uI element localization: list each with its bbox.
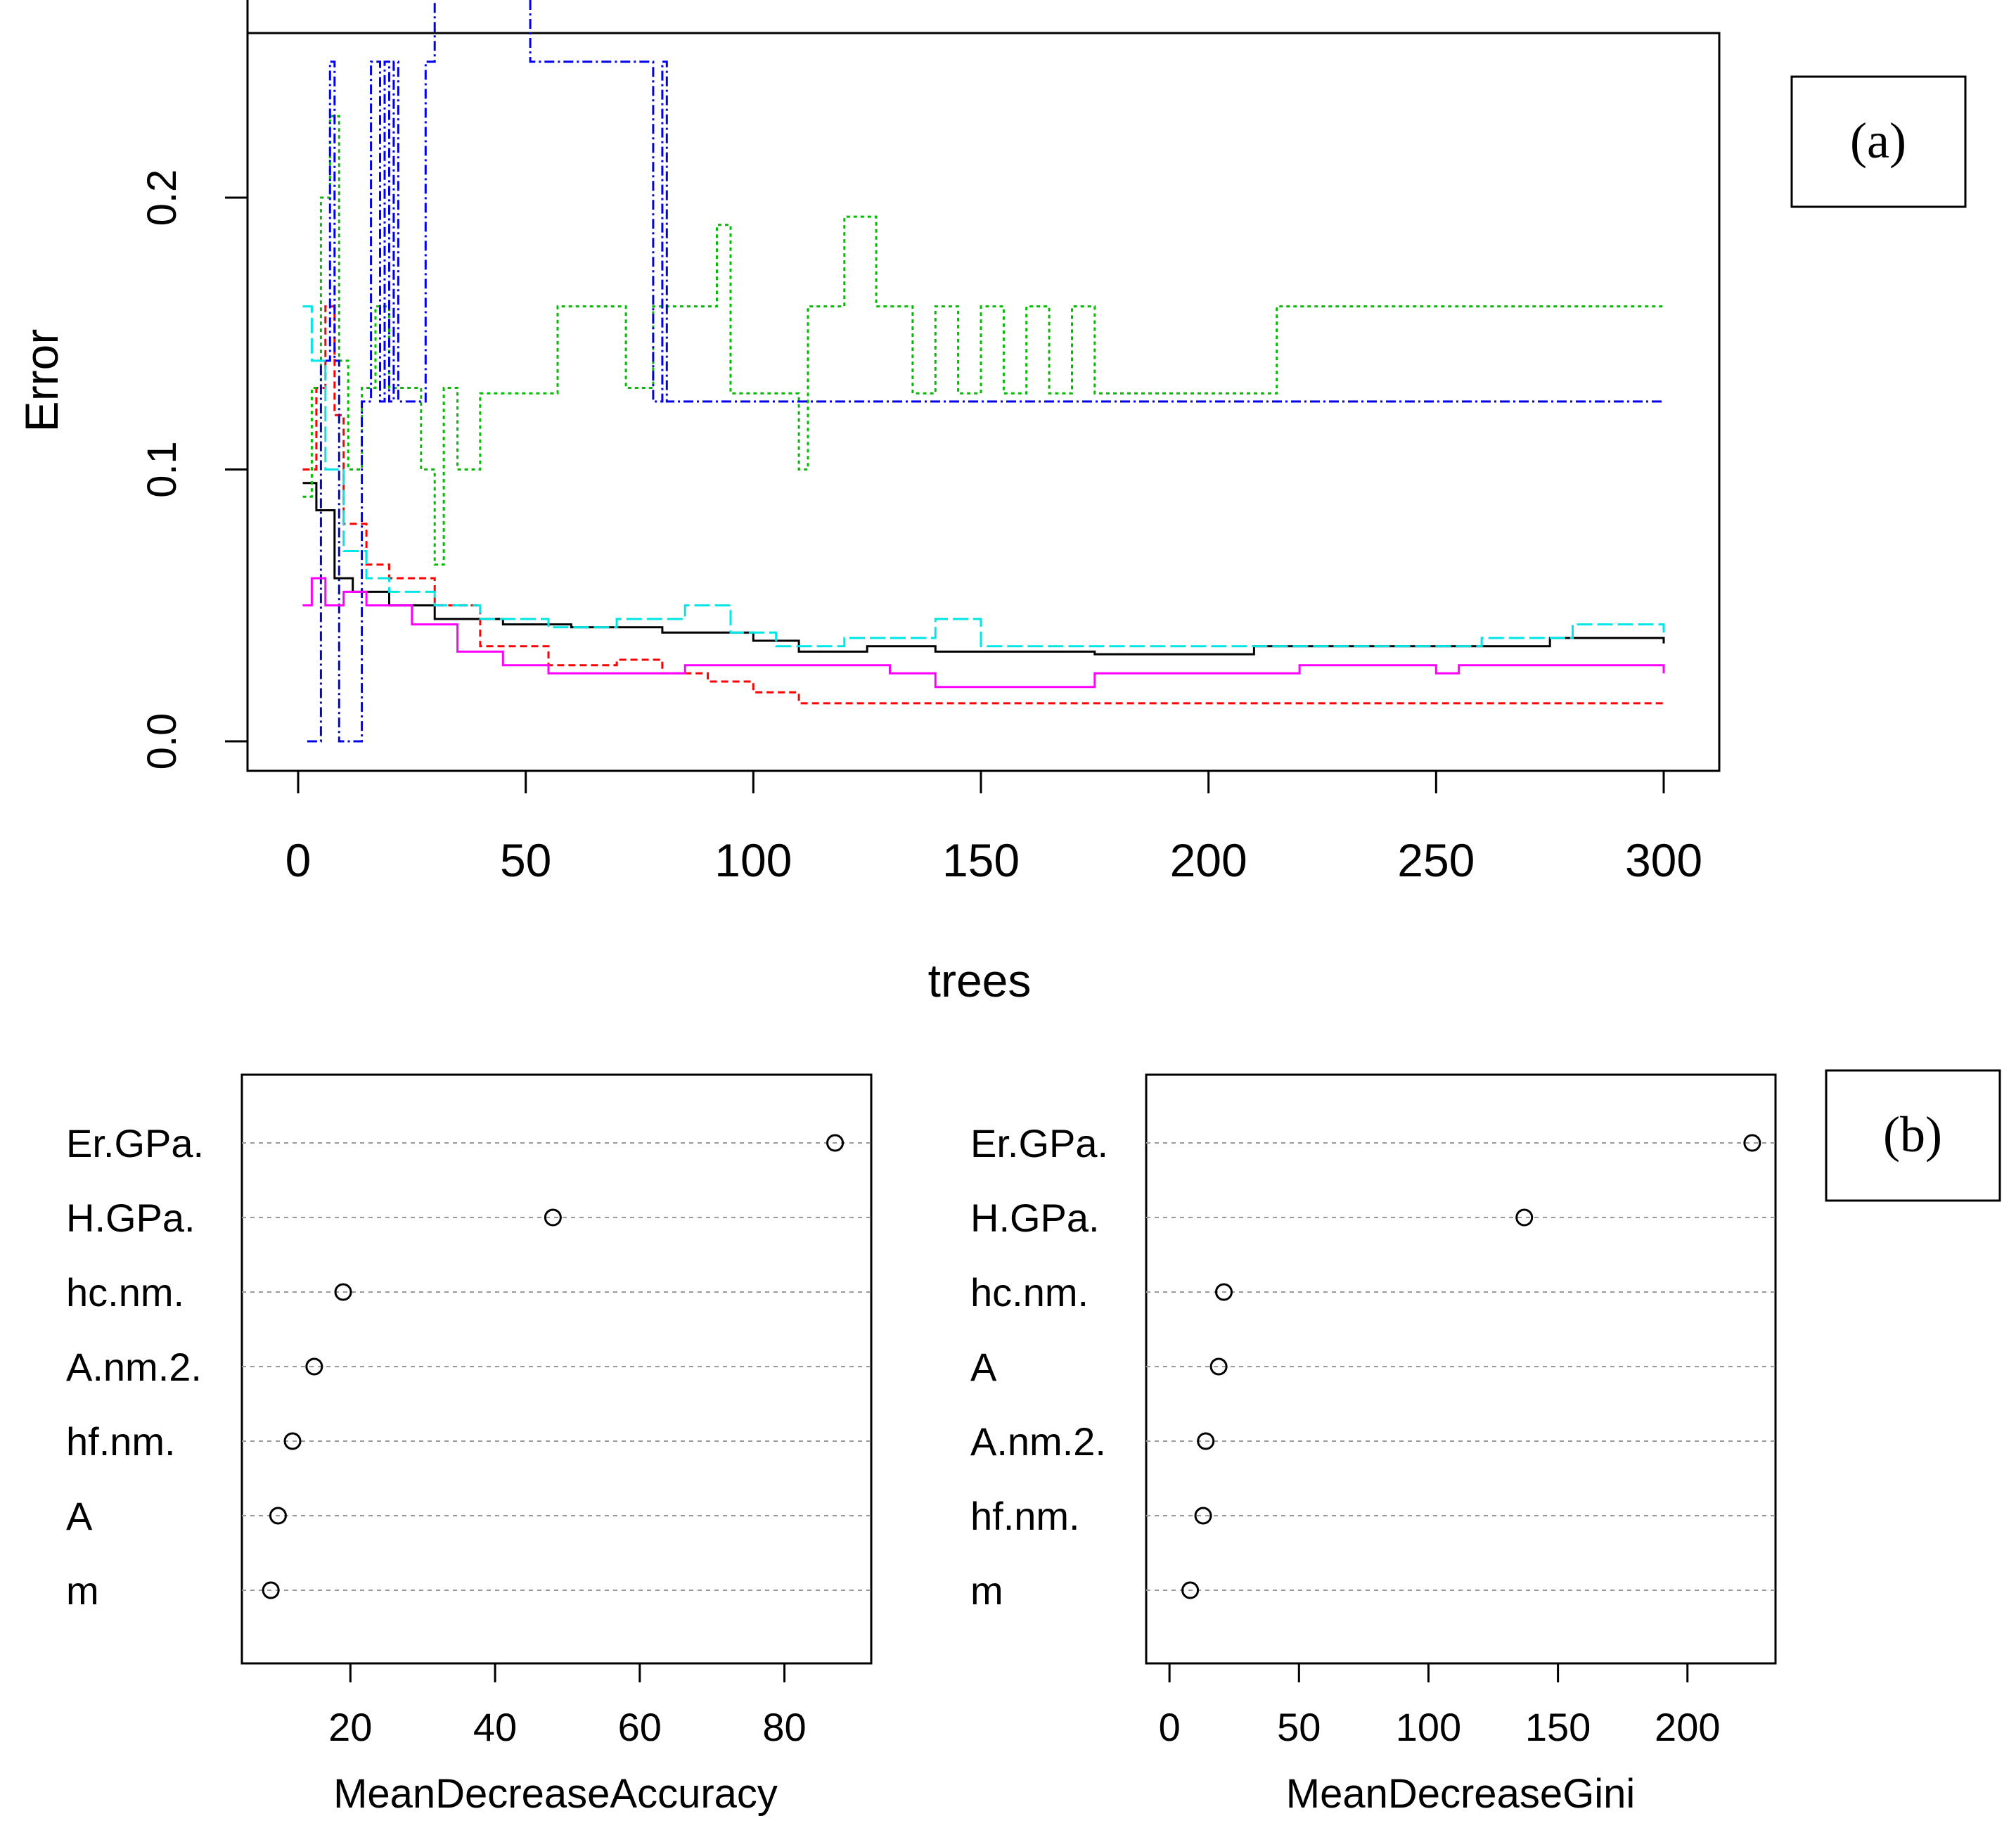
grid-lines <box>242 1142 871 1591</box>
mean-decrease-accuracy-chart: Er.GPa. H.GPa. hc.nm. A.nm.2. hf.nm. Am 20 40 6… <box>66 1073 873 1817</box>
grid-lines <box>1146 1142 1776 1591</box>
y-tick-label: 0.0 <box>139 713 185 770</box>
x-axis-label: MeanDecreaseGini <box>1286 1771 1635 1817</box>
x-axis-label: MeanDecreaseAccuracy <box>333 1771 778 1817</box>
category-label: Er.GPa. <box>970 1121 1108 1165</box>
plot-frame <box>1145 1073 1777 1665</box>
data-point <box>1209 1357 1228 1376</box>
data-point <box>1515 1208 1534 1227</box>
data-point <box>826 1134 845 1152</box>
x-axis: 20 40 60 80 <box>328 1662 807 1749</box>
y-tick-label: 0.2 <box>139 170 185 226</box>
series-line-3 <box>302 115 1664 566</box>
plot-frame <box>240 1073 873 1665</box>
data-point <box>269 1507 287 1525</box>
mean-decrease-gini-chart: Er.GPa. H.GPa. hc.nm. A A.nm.2. hf.nm. m 0 50 10… <box>970 1069 2001 1817</box>
data-point <box>334 1283 352 1301</box>
category-label: hc.nm. <box>66 1270 184 1315</box>
data-point <box>262 1581 280 1599</box>
x-tick-label: 200 <box>1655 1705 1720 1749</box>
category-label: hf.nm. <box>970 1494 1080 1538</box>
x-tick-label: 150 <box>1525 1705 1591 1749</box>
data-point <box>1181 1581 1200 1599</box>
category-label: A.nm.2. <box>970 1419 1106 1464</box>
series-line-5 <box>302 305 1665 648</box>
category-labels: Er.GPa. H.GPa. hc.nm. A A.nm.2. hf.nm. m <box>970 1121 1108 1613</box>
x-tick-label: 150 <box>942 834 1020 886</box>
data-point <box>283 1432 302 1450</box>
series-group <box>302 0 1665 743</box>
x-tick-label: 0 <box>1159 1705 1181 1749</box>
x-axis: 0 50 100 150 200 250 300 <box>285 769 1702 886</box>
data-point <box>544 1208 562 1227</box>
panel-label: (b) <box>1883 1106 1942 1163</box>
category-label: hf.nm. <box>66 1419 176 1464</box>
data-point <box>1214 1283 1233 1301</box>
panel-label-box <box>1825 1069 2001 1202</box>
category-label: A <box>970 1345 997 1389</box>
series-line-4 <box>307 0 1664 743</box>
category-label: Er.GPa. <box>66 1121 204 1165</box>
x-tick-label: 100 <box>714 834 792 886</box>
series-line-2 <box>302 305 1664 705</box>
category-label: m <box>970 1568 1003 1613</box>
data-point <box>1194 1507 1212 1525</box>
x-tick-label: 40 <box>473 1705 517 1749</box>
x-tick-label: 50 <box>500 834 551 886</box>
panel-label: (a) <box>1850 113 1906 169</box>
y-axis: 0.00.10.20.3 <box>139 0 249 770</box>
category-label: H.GPa. <box>970 1196 1100 1240</box>
panel-label-box <box>1790 75 1967 208</box>
data-point <box>1197 1432 1215 1450</box>
data-point <box>305 1357 323 1376</box>
x-tick-label: 50 <box>1277 1705 1321 1749</box>
category-labels: Er.GPa. H.GPa. hc.nm. A.nm.2. hf.nm. Am <box>66 1121 204 1613</box>
x-axis: 0 50 100 150 200 <box>1159 1662 1720 1749</box>
x-tick-label: 60 <box>618 1705 662 1749</box>
category-label: A.nm.2. <box>66 1345 202 1389</box>
x-tick-label: 20 <box>328 1705 372 1749</box>
y-tick-label: 0.1 <box>139 441 185 498</box>
series-line-6 <box>302 577 1665 689</box>
category-label: hc.nm. <box>970 1270 1089 1315</box>
data-point <box>1743 1134 1761 1152</box>
x-tick-label: 300 <box>1625 834 1702 886</box>
category-label: H.GPa. <box>66 1196 195 1240</box>
x-tick-label: 200 <box>1170 834 1247 886</box>
series-line-1 <box>302 482 1665 656</box>
x-tick-label: 100 <box>1396 1705 1461 1749</box>
points <box>262 1134 845 1599</box>
y-axis-label: Error <box>15 329 68 433</box>
x-axis-label: trees <box>928 954 1032 1006</box>
x-tick-label: 80 <box>762 1705 806 1749</box>
category-label: A <box>66 1494 93 1538</box>
x-tick-label: 0 <box>285 834 312 886</box>
x-tick-label: 250 <box>1397 834 1475 886</box>
category-label: m <box>66 1568 99 1613</box>
points <box>1181 1134 1761 1599</box>
